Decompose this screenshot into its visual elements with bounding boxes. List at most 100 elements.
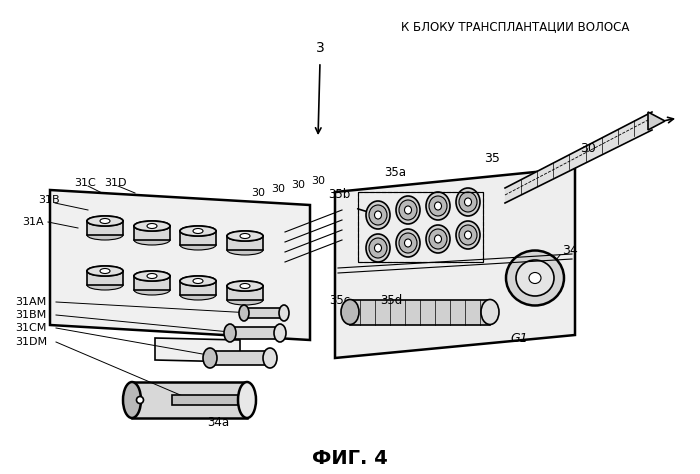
Ellipse shape <box>465 198 472 206</box>
Ellipse shape <box>87 216 123 226</box>
Text: 35: 35 <box>484 152 500 164</box>
Ellipse shape <box>87 230 123 240</box>
Bar <box>227 286 263 300</box>
Ellipse shape <box>134 271 170 281</box>
Ellipse shape <box>87 266 123 276</box>
Bar <box>134 276 170 290</box>
Ellipse shape <box>227 281 263 291</box>
Text: 3: 3 <box>316 41 324 55</box>
Bar <box>87 221 123 235</box>
Bar <box>227 236 263 250</box>
Ellipse shape <box>341 300 359 325</box>
Ellipse shape <box>224 324 236 342</box>
Polygon shape <box>50 190 310 340</box>
Ellipse shape <box>193 228 203 234</box>
Text: 31A: 31A <box>22 217 43 227</box>
Text: 30: 30 <box>291 180 305 190</box>
Ellipse shape <box>134 221 170 231</box>
Bar <box>180 231 216 245</box>
Ellipse shape <box>426 225 450 253</box>
Ellipse shape <box>134 235 170 245</box>
Ellipse shape <box>134 285 170 295</box>
Ellipse shape <box>123 382 141 418</box>
Ellipse shape <box>180 240 216 250</box>
Ellipse shape <box>459 192 477 212</box>
Bar <box>180 281 216 295</box>
Text: 31CM: 31CM <box>15 323 46 333</box>
Text: 30: 30 <box>311 176 325 186</box>
Ellipse shape <box>456 188 480 216</box>
Ellipse shape <box>399 200 417 220</box>
Text: 31D: 31D <box>104 178 127 188</box>
Ellipse shape <box>279 305 289 321</box>
Bar <box>134 226 170 240</box>
Ellipse shape <box>100 268 110 273</box>
Text: 35d: 35d <box>380 293 402 307</box>
Ellipse shape <box>369 238 387 258</box>
Ellipse shape <box>180 276 216 286</box>
Polygon shape <box>335 168 575 358</box>
Ellipse shape <box>405 239 412 247</box>
Text: 30: 30 <box>251 188 265 198</box>
Ellipse shape <box>435 235 442 243</box>
Text: G1: G1 <box>510 331 528 345</box>
Ellipse shape <box>366 201 390 229</box>
Ellipse shape <box>147 273 157 279</box>
Bar <box>230 327 280 339</box>
Ellipse shape <box>435 202 442 210</box>
Ellipse shape <box>405 206 412 214</box>
Ellipse shape <box>374 211 382 219</box>
Text: 34: 34 <box>562 244 578 256</box>
Ellipse shape <box>240 283 250 289</box>
Text: 30: 30 <box>271 184 285 194</box>
Ellipse shape <box>399 233 417 253</box>
Text: 31BM: 31BM <box>15 310 46 320</box>
Ellipse shape <box>180 290 216 300</box>
Ellipse shape <box>136 396 144 403</box>
Text: 30: 30 <box>580 142 596 155</box>
Ellipse shape <box>134 271 170 281</box>
Polygon shape <box>155 338 240 362</box>
Ellipse shape <box>366 234 390 262</box>
Ellipse shape <box>203 348 217 368</box>
Text: 31AM: 31AM <box>15 297 46 307</box>
Ellipse shape <box>465 231 472 239</box>
Bar <box>87 271 123 285</box>
Ellipse shape <box>456 221 480 249</box>
Ellipse shape <box>263 348 277 368</box>
Ellipse shape <box>396 196 420 224</box>
Ellipse shape <box>516 260 554 296</box>
Ellipse shape <box>147 224 157 228</box>
Ellipse shape <box>134 221 170 231</box>
Ellipse shape <box>193 279 203 283</box>
Ellipse shape <box>459 225 477 245</box>
Text: 31C: 31C <box>74 178 96 188</box>
Ellipse shape <box>274 324 286 342</box>
Text: 31DM: 31DM <box>15 337 47 347</box>
Ellipse shape <box>180 226 216 236</box>
Ellipse shape <box>87 216 123 226</box>
Ellipse shape <box>227 281 263 291</box>
Ellipse shape <box>396 229 420 257</box>
Ellipse shape <box>429 196 447 216</box>
Bar <box>210 351 270 365</box>
Ellipse shape <box>426 192 450 220</box>
Ellipse shape <box>87 266 123 276</box>
Text: 35a: 35a <box>384 165 406 179</box>
Text: К БЛОКУ ТРАНСПЛАНТАЦИИ ВОЛОСА: К БЛОКУ ТРАНСПЛАНТАЦИИ ВОЛОСА <box>401 20 629 34</box>
Text: 34a: 34a <box>207 416 229 428</box>
Ellipse shape <box>227 231 263 241</box>
Bar <box>132 382 247 418</box>
Ellipse shape <box>238 382 256 418</box>
Ellipse shape <box>481 300 499 325</box>
Ellipse shape <box>369 205 387 225</box>
Bar <box>172 395 252 405</box>
Ellipse shape <box>240 234 250 238</box>
Bar <box>244 308 284 318</box>
Text: 31B: 31B <box>38 195 60 205</box>
Ellipse shape <box>100 219 110 224</box>
Ellipse shape <box>227 231 263 241</box>
Text: 35b: 35b <box>328 189 350 201</box>
Ellipse shape <box>180 276 216 286</box>
Bar <box>350 300 490 325</box>
